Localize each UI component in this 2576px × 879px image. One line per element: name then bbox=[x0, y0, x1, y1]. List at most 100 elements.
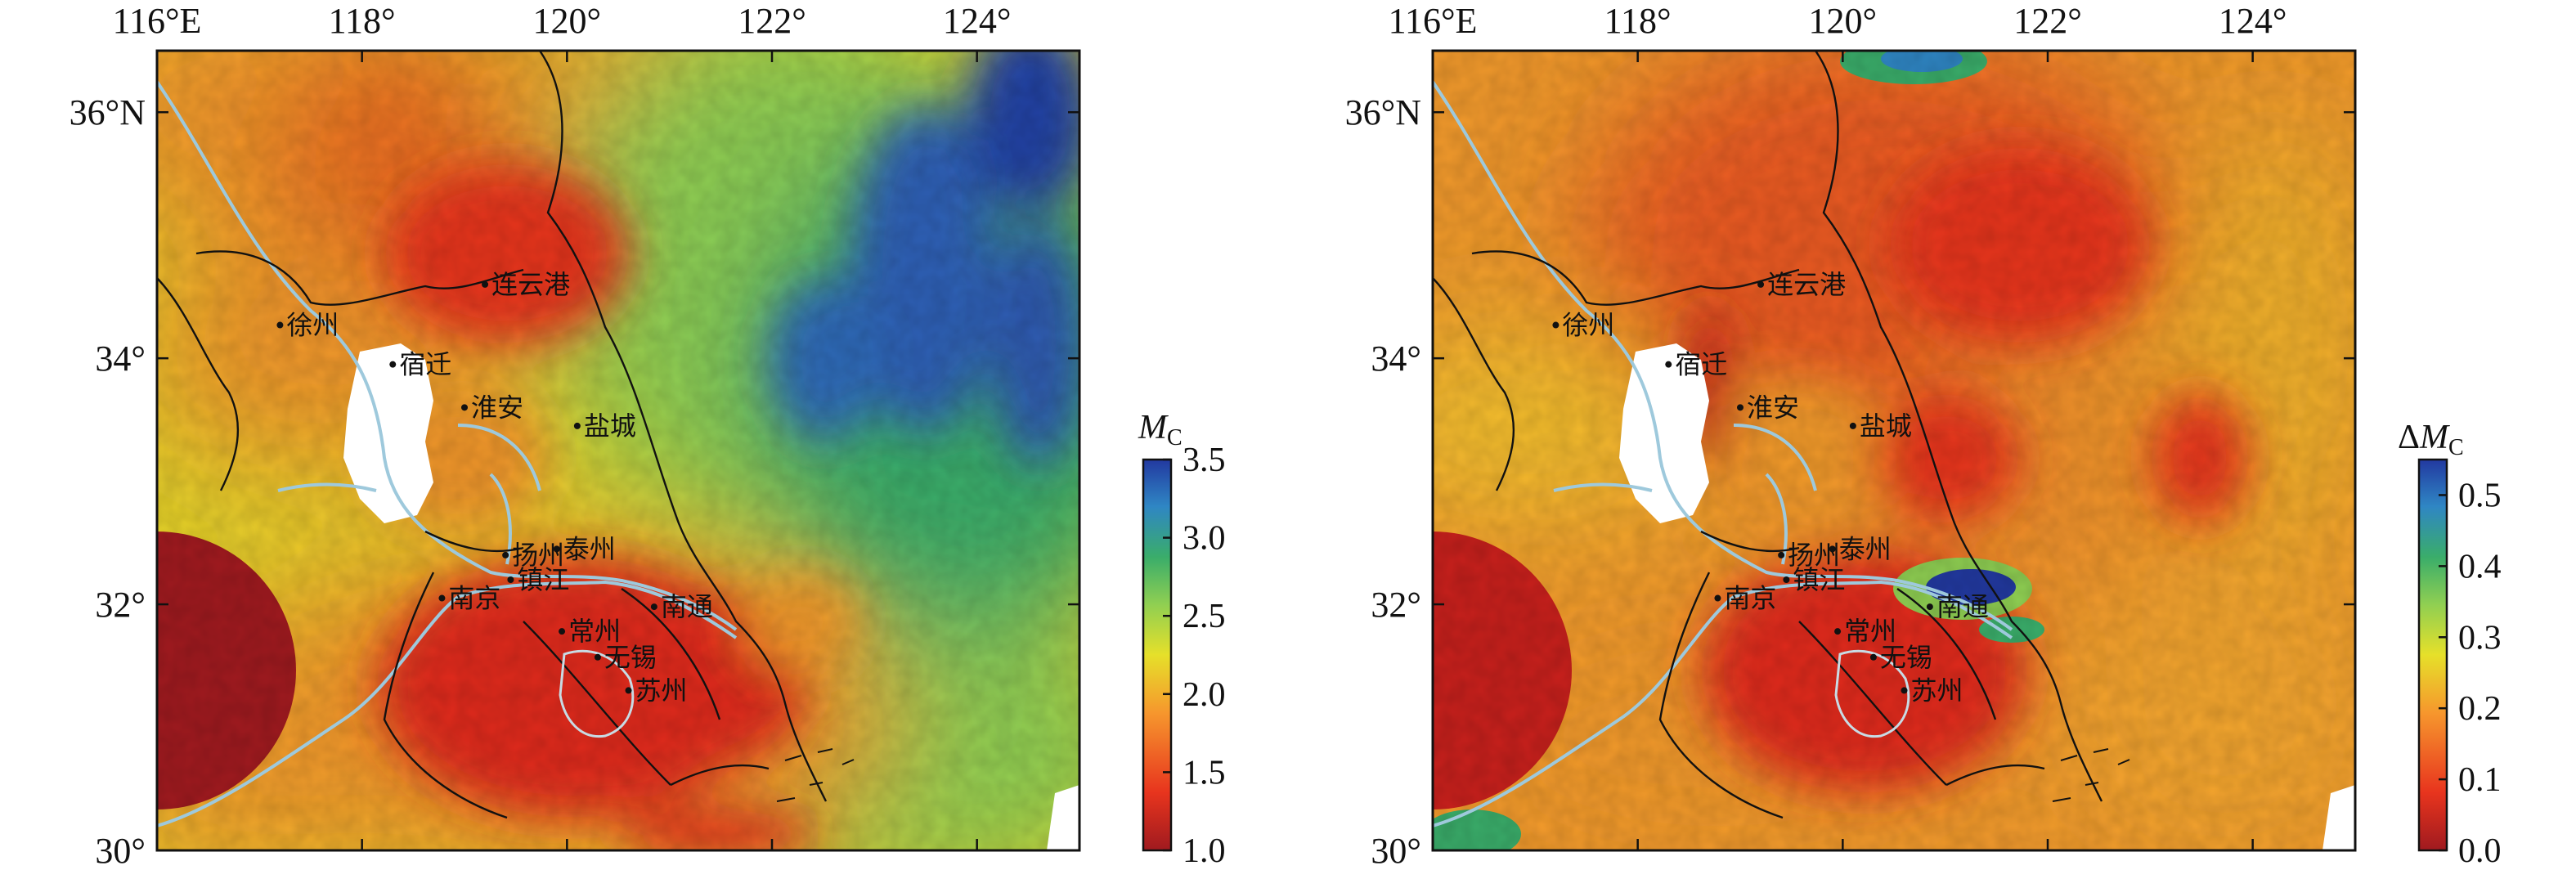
city-label: 苏州 bbox=[1911, 675, 1963, 705]
colorbar-mc-title: MC bbox=[1138, 409, 1183, 451]
city-marker: 连云港 bbox=[1757, 270, 1846, 299]
city-dot bbox=[1926, 603, 1933, 611]
city-marker: 扬州 bbox=[502, 540, 564, 570]
city-label: 无锡 bbox=[604, 643, 657, 672]
city-label: 泰州 bbox=[563, 534, 616, 563]
city-dot bbox=[1834, 628, 1842, 635]
dmc-taihu bbox=[1834, 649, 1910, 738]
colorbar-dmc-title: ΔMC bbox=[2398, 419, 2464, 460]
city-dot bbox=[1737, 404, 1744, 411]
mc-axes: 116°E 118° 120° 122° 124° 36°N 34° 32° 30° bbox=[70, 1, 1079, 871]
city-label: 南通 bbox=[1936, 592, 1989, 621]
city-marker: 南京 bbox=[1714, 584, 1776, 613]
mc-lon-tick-label: 124° bbox=[943, 1, 1012, 41]
colorbar-tick-label: 1.0 bbox=[1183, 832, 1226, 870]
city-dot bbox=[502, 551, 509, 558]
city-label: 镇江 bbox=[1793, 565, 1845, 594]
colorbar-dmc-ticks: 0.0 0.1 0.2 0.3 0.4 0.5 bbox=[2439, 477, 2502, 870]
city-marker: 淮安 bbox=[461, 392, 523, 422]
city-marker: 泰州 bbox=[553, 534, 616, 563]
city-marker: 徐州 bbox=[276, 311, 339, 340]
city-label: 苏州 bbox=[635, 675, 688, 705]
city-label: 泰州 bbox=[1839, 534, 1892, 563]
city-marker: 扬州 bbox=[1778, 540, 1840, 570]
city-marker: 连云港 bbox=[482, 270, 570, 299]
city-dot bbox=[1665, 361, 1672, 368]
mc-lat-tick-label: 36°N bbox=[70, 92, 146, 132]
dmc-lat-tick-label: 30° bbox=[1371, 831, 1421, 871]
mc-boundaries bbox=[157, 51, 828, 819]
city-marker: 南通 bbox=[1926, 592, 1989, 621]
mc-lon-tick-label: 118° bbox=[329, 1, 396, 41]
colorbar-mc: MC 1.0 1.5 2.0 2.5 3.0 3.5 bbox=[1138, 409, 1226, 870]
colorbar-tick-label: 0.2 bbox=[2458, 690, 2502, 728]
city-marker: 徐州 bbox=[1552, 311, 1614, 340]
city-marker: 盐城 bbox=[573, 411, 636, 441]
city-dot bbox=[1757, 280, 1765, 288]
city-dot bbox=[650, 603, 657, 611]
mc-lon-tick-label: 120° bbox=[533, 1, 602, 41]
city-label: 南京 bbox=[448, 584, 500, 613]
city-label: 盐城 bbox=[1860, 411, 1912, 441]
dmc-lake-mask bbox=[1619, 343, 1709, 523]
city-dot bbox=[594, 653, 601, 661]
city-marker: 盐城 bbox=[1849, 411, 1912, 441]
dmc-lon-tick-label: 122° bbox=[2013, 1, 2082, 41]
colorbar-tick-label: 3.0 bbox=[1183, 520, 1226, 558]
city-label: 宿迁 bbox=[399, 350, 451, 379]
dmc-lat-tick-label: 36°N bbox=[1345, 92, 1421, 132]
mc-islands bbox=[776, 748, 855, 802]
city-label: 盐城 bbox=[584, 411, 636, 441]
mc-lat-tick-label: 34° bbox=[95, 339, 146, 379]
mc-frame bbox=[155, 49, 1081, 852]
dmc-boundaries bbox=[1433, 51, 2103, 819]
city-label: 淮安 bbox=[471, 392, 523, 422]
city-dot bbox=[1869, 653, 1877, 661]
city-label: 南通 bbox=[661, 592, 713, 621]
city-marker: 南通 bbox=[650, 592, 713, 621]
city-marker: 无锡 bbox=[1869, 643, 1932, 672]
city-label: 常州 bbox=[1844, 617, 1896, 646]
city-label: 徐州 bbox=[1562, 311, 1614, 340]
city-dot bbox=[1849, 422, 1856, 429]
city-label: 常州 bbox=[568, 617, 621, 646]
colorbar-tick-label: 0.3 bbox=[2458, 619, 2502, 657]
colorbar-tick-label: 1.5 bbox=[1183, 754, 1226, 792]
city-marker: 苏州 bbox=[1901, 675, 1963, 705]
mc-lake-mask bbox=[343, 343, 433, 523]
dmc-islands bbox=[2052, 748, 2130, 802]
colorbar-tick-label: 0.0 bbox=[2458, 832, 2502, 870]
city-dot bbox=[1829, 545, 1836, 553]
colorbar-mc-ramp bbox=[1142, 458, 1173, 852]
city-dot bbox=[389, 361, 397, 368]
city-dot bbox=[1901, 687, 1908, 694]
city-marker: 常州 bbox=[559, 617, 621, 646]
mc-lon-tick-label: 122° bbox=[738, 1, 806, 41]
city-dot bbox=[559, 628, 566, 635]
city-marker: 宿迁 bbox=[1665, 350, 1727, 379]
colorbar-tick-label: 2.5 bbox=[1183, 598, 1226, 635]
dmc-raster bbox=[1433, 51, 2355, 850]
city-dot bbox=[553, 545, 560, 553]
city-marker: 无锡 bbox=[594, 643, 657, 672]
city-label: 镇江 bbox=[517, 565, 569, 594]
city-marker: 苏州 bbox=[625, 675, 688, 705]
dmc-lon-tick-label: 120° bbox=[1809, 1, 1878, 41]
city-dot bbox=[461, 404, 468, 411]
dmc-frame bbox=[1431, 49, 2357, 852]
city-dot bbox=[276, 321, 284, 329]
city-marker: 宿迁 bbox=[389, 350, 451, 379]
colorbar-tick-label: 0.5 bbox=[2458, 477, 2502, 514]
city-dot bbox=[1714, 594, 1721, 602]
dmc-lon-tick-label: 118° bbox=[1604, 1, 1672, 41]
city-label: 无锡 bbox=[1880, 643, 1932, 672]
mc-lat-tick-label: 32° bbox=[95, 585, 146, 625]
city-dot bbox=[625, 687, 632, 694]
colorbar-tick-label: 3.5 bbox=[1183, 442, 1226, 479]
city-label: 扬州 bbox=[1788, 540, 1840, 570]
city-marker: 泰州 bbox=[1829, 534, 1892, 563]
city-dot bbox=[507, 576, 514, 583]
